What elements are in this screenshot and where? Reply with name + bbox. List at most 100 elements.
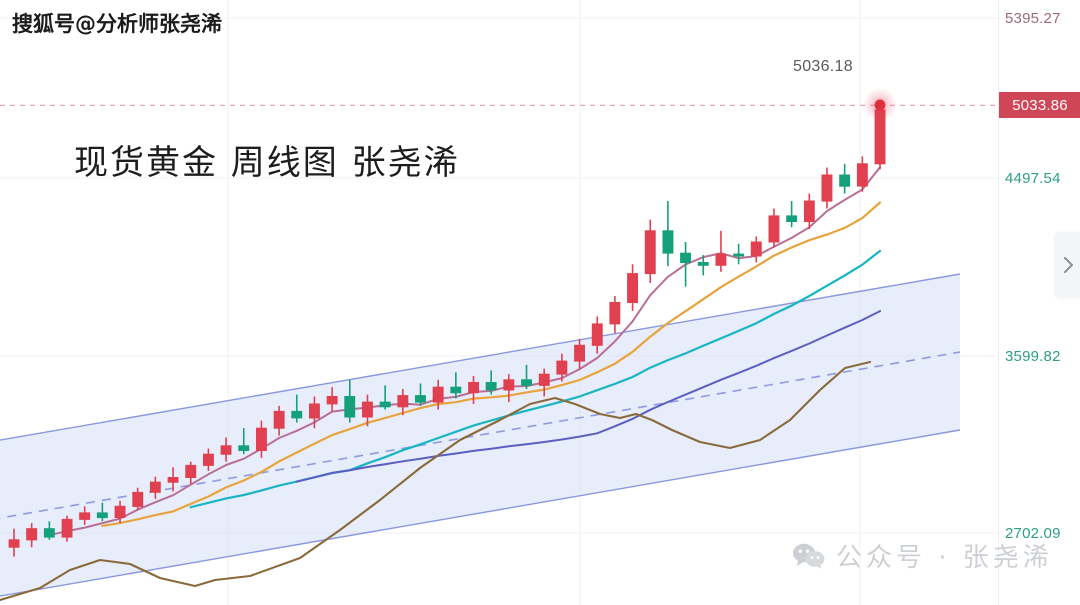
candle-body — [79, 512, 91, 520]
regression-channel — [0, 273, 961, 597]
candlestick[interactable] — [379, 385, 391, 410]
ma-line-pink — [48, 166, 881, 537]
candlestick[interactable] — [79, 506, 91, 525]
candle-body — [591, 323, 603, 346]
candle-body — [821, 174, 833, 202]
candle-body — [96, 512, 108, 519]
ma-line-indigo — [295, 310, 881, 483]
site-watermark: 搜狐号@分析师张尧浠 — [12, 12, 222, 36]
candlestick[interactable] — [768, 208, 780, 248]
candlestick[interactable] — [503, 374, 515, 403]
candle-body — [220, 445, 232, 455]
candle-body — [803, 200, 815, 222]
price-axis-tick-label: 4497.54 — [1005, 170, 1061, 187]
channel-lower-edge — [0, 429, 961, 597]
candle-body — [680, 252, 691, 263]
candlestick[interactable] — [786, 201, 798, 228]
next-page-button[interactable] — [1056, 232, 1080, 298]
candle-body — [662, 230, 674, 254]
candlestick[interactable] — [839, 163, 851, 194]
candlestick[interactable] — [96, 502, 108, 522]
price-axis[interactable]: 5395.27 4497.54 3599.82 2702.09 5033.86 — [998, 0, 1080, 605]
marker-dot — [874, 99, 886, 111]
candlestick-series[interactable] — [8, 104, 886, 557]
candle-body — [132, 491, 144, 507]
candle-body — [415, 395, 426, 403]
candlestick[interactable] — [132, 487, 144, 511]
candle-body — [768, 215, 780, 243]
price-axis-tick-label: 5395.27 — [1005, 10, 1061, 27]
candlestick[interactable] — [220, 437, 232, 462]
candlestick[interactable] — [733, 243, 745, 265]
last-price-marker-icon — [863, 87, 897, 122]
candlestick[interactable] — [680, 242, 691, 287]
channel-upper-edge — [0, 273, 961, 441]
candle-body — [839, 174, 851, 187]
wechat-icon — [793, 543, 825, 569]
candle-body — [397, 395, 409, 408]
candle-body — [485, 382, 497, 391]
candlestick[interactable] — [591, 316, 603, 354]
candle-body — [26, 528, 38, 541]
price-axis-tick-label: 3599.82 — [1005, 348, 1061, 365]
candle-body — [538, 373, 550, 386]
candlestick[interactable] — [273, 405, 285, 436]
candlestick[interactable] — [149, 476, 161, 499]
candlestick[interactable] — [309, 396, 320, 429]
candlestick[interactable] — [750, 236, 762, 263]
candlestick[interactable] — [821, 167, 833, 209]
candlestick[interactable] — [485, 370, 497, 395]
candlestick[interactable] — [609, 295, 621, 334]
candlestick[interactable] — [326, 387, 338, 412]
candlestick[interactable] — [397, 389, 409, 416]
candlestick[interactable] — [256, 420, 267, 458]
candlestick[interactable] — [662, 201, 674, 267]
candlestick[interactable] — [362, 394, 373, 427]
candlestick[interactable] — [185, 461, 197, 484]
candlestick[interactable] — [61, 515, 73, 542]
candlestick[interactable] — [43, 521, 55, 540]
candlestick[interactable] — [344, 379, 356, 423]
wechat-watermark: 公众号 · 张尧浠 — [792, 537, 1053, 574]
candlestick[interactable] — [432, 379, 444, 410]
chart-plot-area[interactable] — [0, 0, 998, 605]
candlestick[interactable] — [8, 528, 20, 557]
candle-body — [521, 379, 532, 386]
candlestick[interactable] — [238, 428, 250, 455]
candlestick[interactable] — [627, 264, 638, 311]
candlestick[interactable] — [450, 372, 462, 399]
candlestick[interactable] — [468, 376, 480, 404]
candlestick[interactable] — [167, 467, 179, 492]
candlestick[interactable] — [574, 338, 585, 369]
candlestick[interactable] — [697, 255, 709, 276]
candlestick[interactable] — [203, 448, 214, 471]
indicator-line — [0, 360, 872, 602]
candle-body — [238, 445, 250, 451]
ma-line-orange — [101, 201, 882, 527]
candle-body — [167, 477, 179, 483]
candlestick[interactable] — [556, 353, 568, 382]
candle-body — [715, 253, 727, 266]
candle-body — [379, 401, 391, 408]
candlestick[interactable] — [415, 383, 426, 406]
last-price-badge: 5033.86 — [999, 92, 1080, 119]
candle-body — [203, 453, 214, 466]
candle-body — [291, 410, 303, 419]
candle-body — [733, 253, 745, 257]
candlestick[interactable] — [26, 523, 38, 548]
candlestick[interactable] — [291, 394, 303, 423]
candlestick[interactable] — [521, 364, 532, 390]
candlestick[interactable] — [114, 500, 126, 524]
candle-body — [185, 464, 197, 478]
candlestick[interactable] — [644, 219, 656, 283]
candlestick[interactable] — [803, 193, 815, 229]
candle-body — [644, 230, 656, 275]
candlestick[interactable] — [538, 368, 550, 397]
candlestick[interactable] — [715, 230, 727, 272]
candle-body — [273, 410, 285, 429]
chart-canvas — [0, 0, 998, 605]
candle-body — [556, 360, 568, 375]
candlestick[interactable] — [856, 156, 868, 192]
grid-lines — [0, 0, 998, 605]
